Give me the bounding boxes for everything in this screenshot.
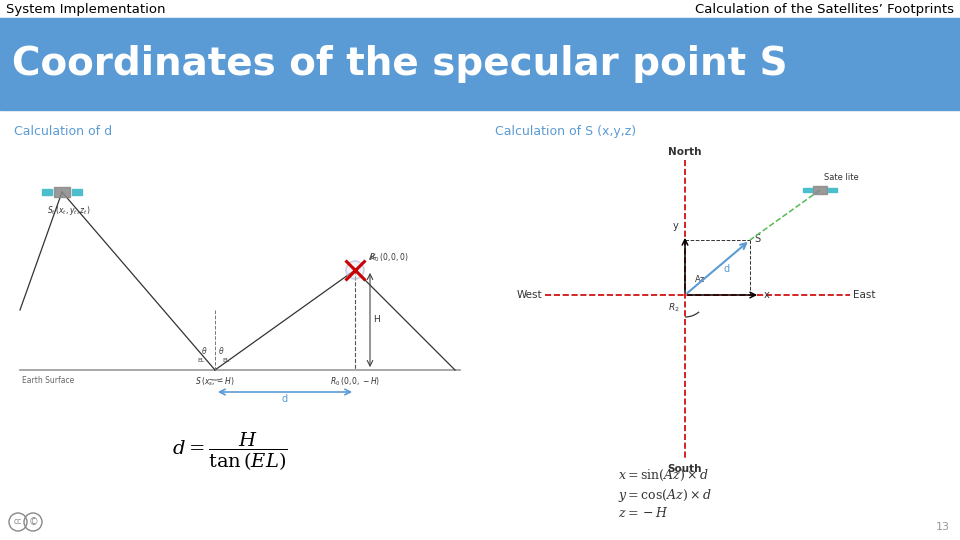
Text: Calculation of d: Calculation of d bbox=[14, 125, 112, 138]
Text: H: H bbox=[373, 315, 380, 325]
Text: ©: © bbox=[28, 517, 37, 527]
Bar bbox=[0, 0, 960, 18]
Bar bbox=[42, 189, 52, 195]
Text: d: d bbox=[282, 394, 288, 404]
Text: $\theta$: $\theta$ bbox=[201, 345, 207, 356]
Text: North: North bbox=[668, 147, 702, 157]
Text: Earth Surface: Earth Surface bbox=[22, 376, 74, 385]
Text: S: S bbox=[754, 234, 760, 244]
Text: Az: Az bbox=[695, 274, 706, 284]
Text: EL: EL bbox=[222, 358, 229, 363]
Text: West: West bbox=[516, 290, 542, 300]
Text: South: South bbox=[668, 464, 703, 474]
Bar bbox=[813, 186, 827, 194]
Text: $y = \cos(Az) \times d$: $y = \cos(Az) \times d$ bbox=[618, 487, 711, 504]
Text: EL: EL bbox=[197, 358, 204, 363]
Text: Calculation of S (x,y,z): Calculation of S (x,y,z) bbox=[495, 125, 636, 138]
Text: d: d bbox=[724, 265, 730, 274]
Text: $\theta$: $\theta$ bbox=[218, 345, 225, 356]
Text: $S_t\,(x_t,y_t,z_t)$: $S_t\,(x_t,y_t,z_t)$ bbox=[47, 204, 90, 217]
Bar bbox=[54, 187, 70, 197]
Text: $d = \dfrac{H}{\tan\left(EL\right)}$: $d = \dfrac{H}{\tan\left(EL\right)}$ bbox=[172, 430, 288, 472]
Text: $S\,(x_s,-H)$: $S\,(x_s,-H)$ bbox=[195, 375, 235, 388]
Text: 13: 13 bbox=[936, 522, 950, 532]
Text: $x = \sin(Az) \times d$: $x = \sin(Az) \times d$ bbox=[618, 468, 708, 483]
Text: Sate lite: Sate lite bbox=[824, 173, 859, 182]
Text: $R_0\,(0,0,-H)$: $R_0\,(0,0,-H)$ bbox=[330, 375, 380, 388]
Text: Coordinates of the specular point S: Coordinates of the specular point S bbox=[12, 45, 787, 83]
Text: Calculation of the Satellites’ Footprints: Calculation of the Satellites’ Footprint… bbox=[695, 3, 954, 16]
Bar bbox=[72, 189, 82, 195]
Text: cc: cc bbox=[13, 517, 22, 526]
Bar bbox=[0, 18, 960, 110]
Text: $R_2$: $R_2$ bbox=[668, 301, 680, 314]
Text: y: y bbox=[672, 221, 678, 231]
Bar bbox=[803, 188, 812, 192]
Text: x: x bbox=[764, 290, 770, 300]
Circle shape bbox=[346, 261, 364, 279]
Text: System Implementation: System Implementation bbox=[6, 3, 165, 16]
Text: $z = -H$: $z = -H$ bbox=[618, 506, 668, 520]
Text: East: East bbox=[853, 290, 876, 300]
Bar bbox=[828, 188, 837, 192]
Text: $R_0\,(0,0,0)$: $R_0\,(0,0,0)$ bbox=[369, 252, 409, 264]
